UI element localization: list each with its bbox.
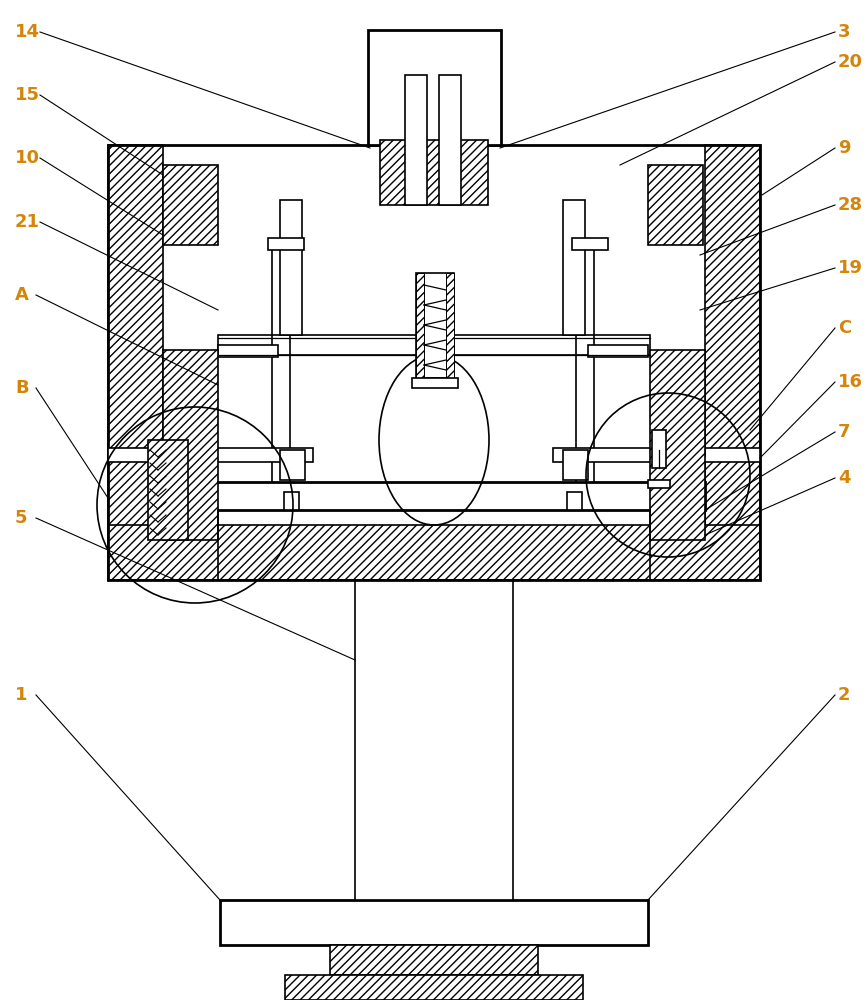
Bar (280, 200, 302, 335)
Text: 16: 16 (838, 373, 863, 391)
Text: 9: 9 (838, 139, 851, 157)
Text: A: A (15, 286, 29, 304)
Bar (563, 200, 585, 335)
Bar (218, 345, 278, 357)
Bar (220, 900, 648, 945)
Bar (330, 945, 538, 975)
Bar (439, 75, 461, 205)
Bar (446, 273, 454, 378)
Bar (648, 480, 670, 488)
Text: 28: 28 (838, 196, 863, 214)
Bar (416, 273, 454, 378)
Text: 2: 2 (838, 686, 851, 704)
Text: 3: 3 (838, 23, 851, 41)
Bar (163, 165, 218, 245)
Text: 19: 19 (838, 259, 863, 277)
Bar (218, 335, 650, 355)
Text: 20: 20 (838, 53, 863, 71)
Bar (693, 434, 705, 456)
Bar (355, 580, 513, 900)
Bar (652, 430, 666, 468)
Bar (648, 165, 703, 245)
Text: 7: 7 (838, 423, 851, 441)
Bar (563, 450, 588, 480)
Bar (285, 975, 583, 1000)
Bar (163, 482, 705, 510)
Text: 14: 14 (15, 23, 40, 41)
Bar (108, 145, 760, 580)
Bar (108, 525, 760, 580)
Bar (108, 448, 313, 462)
Text: B: B (15, 379, 29, 397)
Bar (163, 434, 175, 456)
Bar (280, 450, 305, 480)
Text: 1: 1 (15, 686, 28, 704)
Text: 4: 4 (838, 469, 851, 487)
Bar (148, 440, 188, 540)
Bar (163, 350, 218, 540)
Text: 5: 5 (15, 509, 28, 527)
Bar (567, 492, 582, 510)
Text: 10: 10 (15, 149, 40, 167)
Bar (108, 145, 163, 580)
Bar (572, 238, 608, 250)
Text: 21: 21 (15, 213, 40, 231)
Text: 15: 15 (15, 86, 40, 104)
Bar (284, 492, 299, 510)
Text: C: C (838, 319, 852, 337)
Bar (553, 448, 760, 462)
Bar (404, 145, 464, 175)
Bar (588, 345, 648, 357)
Bar (268, 238, 304, 250)
Bar (705, 145, 760, 580)
Bar (368, 30, 501, 145)
Bar (416, 273, 424, 378)
Bar (412, 378, 458, 388)
Bar (405, 75, 427, 205)
Bar (380, 140, 488, 205)
Bar (650, 350, 705, 540)
